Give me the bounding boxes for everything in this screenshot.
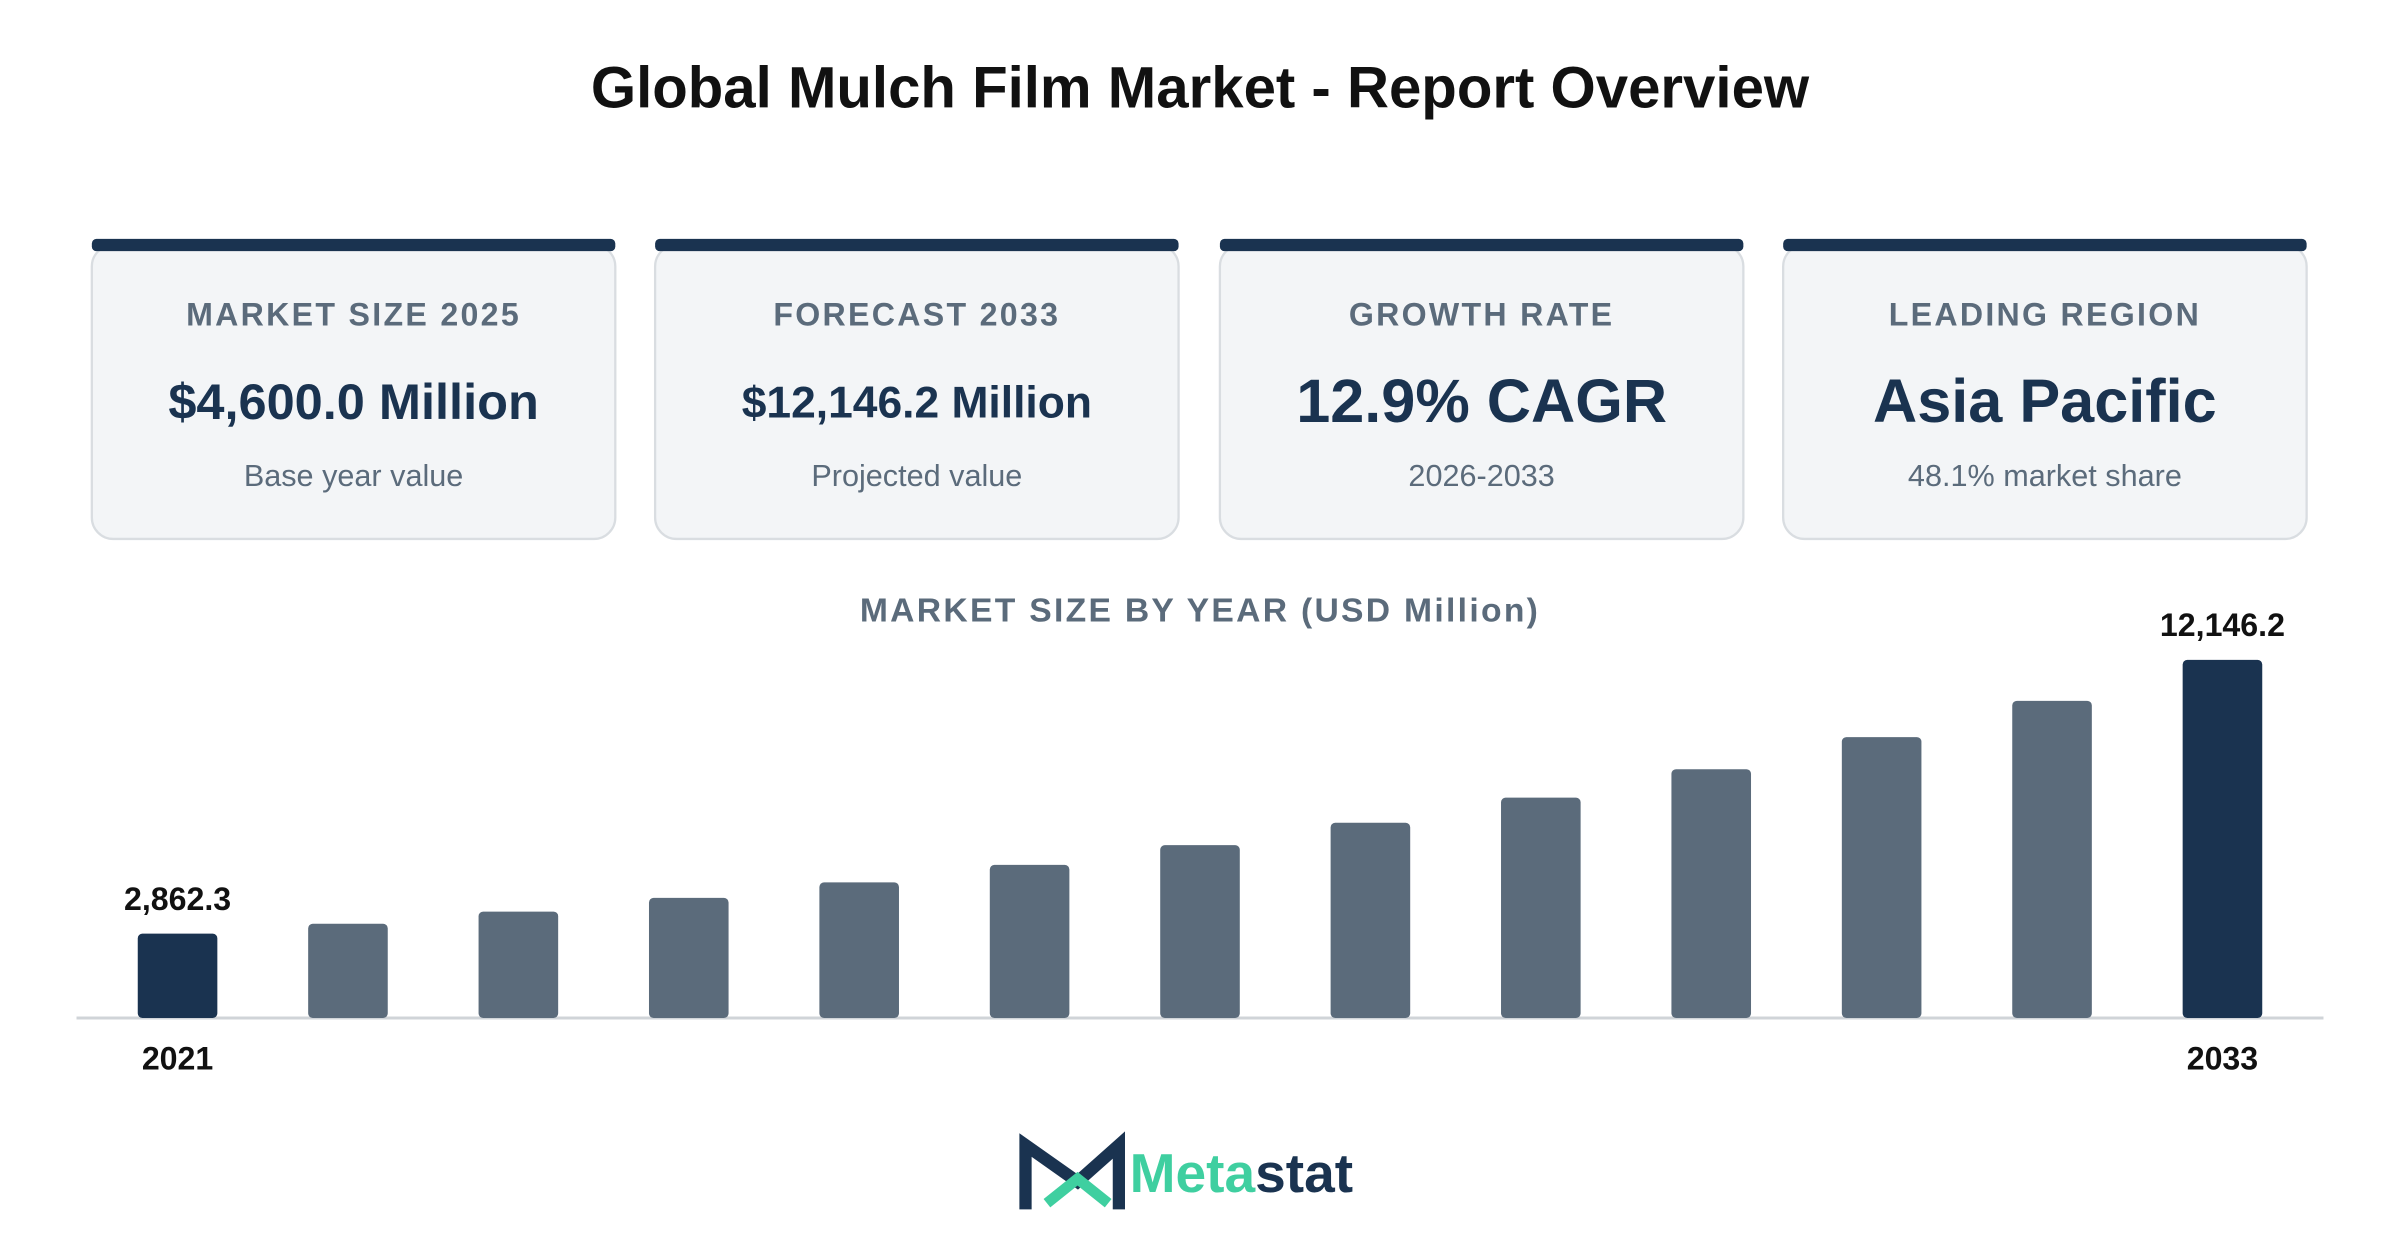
bar (1501, 797, 1581, 1019)
card-label: LEADING REGION (1889, 296, 2201, 332)
x-tick-label: 2033 (2187, 1040, 2258, 1076)
card-value: $4,600.0 Million (168, 373, 539, 430)
card-label: FORECAST 2033 (773, 296, 1060, 332)
bar (308, 923, 388, 1019)
card-note: 48.1% market share (1908, 459, 2182, 493)
chart-title: MARKET SIZE BY YEAR (USD Million) (860, 592, 1540, 629)
logo-text: Metastat (1130, 1142, 1354, 1204)
bar (989, 864, 1070, 1019)
bar (1841, 737, 1922, 1019)
value-label: 2,862.3 (124, 881, 231, 917)
card-accent (1219, 238, 1744, 252)
card-note: Base year value (244, 459, 464, 493)
bar (1671, 769, 1752, 1019)
x-tick-label: 2021 (142, 1040, 213, 1076)
card-value: Asia Pacific (1873, 367, 2217, 435)
bar (1160, 845, 1240, 1019)
bar (478, 911, 559, 1019)
card-label: MARKET SIZE 2025 (186, 296, 521, 332)
page-title: Global Mulch Film Market - Report Overvi… (591, 55, 1810, 120)
logo-prefix: Meta (1130, 1142, 1256, 1204)
card-note: 2026-2033 (1408, 459, 1554, 493)
bar (819, 882, 899, 1019)
bar (137, 933, 218, 1019)
card-accent (655, 238, 1179, 252)
card-note: Projected value (811, 459, 1022, 493)
bar (648, 897, 729, 1019)
logo-suffix: stat (1255, 1142, 1353, 1204)
bar (2012, 700, 2092, 1019)
card-accent (91, 238, 616, 252)
card-value: 12.9% CAGR (1296, 367, 1667, 435)
bar (2182, 659, 2263, 1019)
value-label: 12,146.2 (2160, 607, 2285, 643)
card-value: $12,146.2 Million (742, 378, 1092, 427)
logo-mark (1043, 1171, 1112, 1208)
card-accent (1783, 238, 2307, 252)
card-label: GROWTH RATE (1349, 296, 1615, 332)
bar (1330, 822, 1411, 1019)
logo: Metastat (1019, 1131, 1354, 1210)
